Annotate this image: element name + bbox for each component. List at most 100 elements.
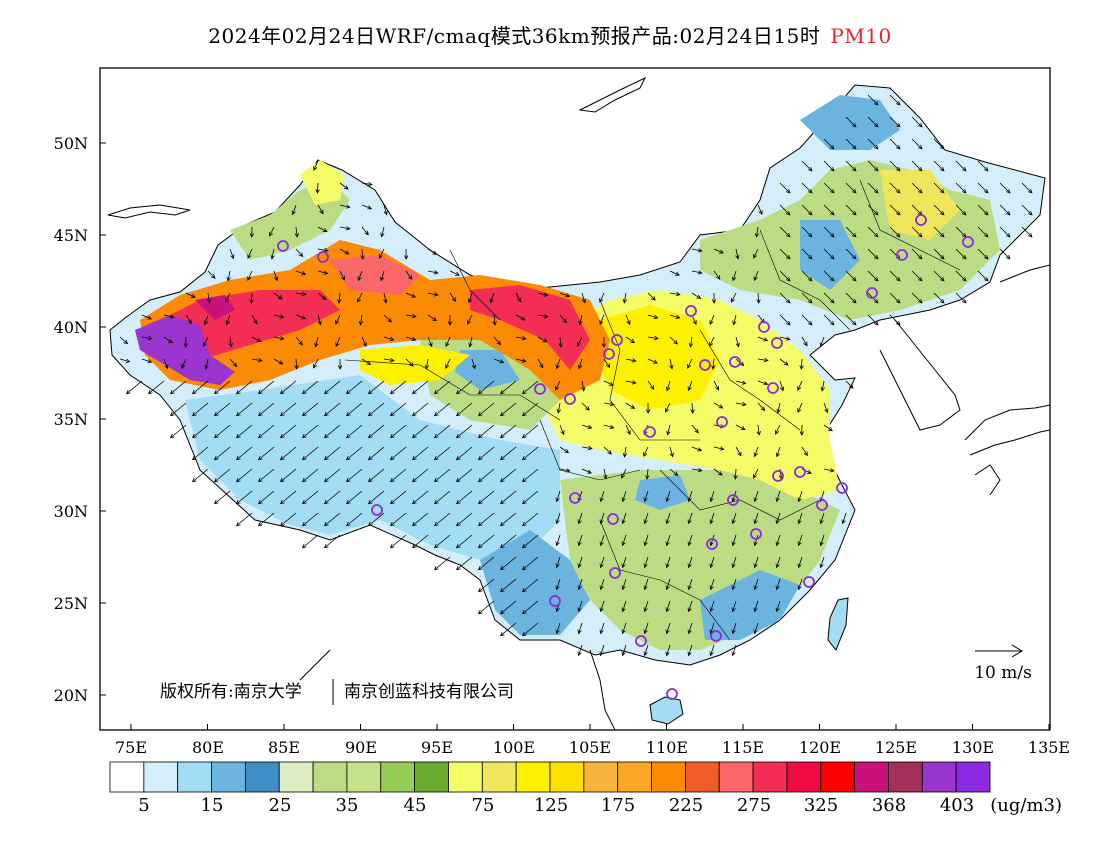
- colorbar-labels: 5 15 25 35 45 75 125 175 225 275 325 368…: [138, 795, 1062, 816]
- title-pollutant: PM10: [830, 24, 892, 48]
- wind-arrow: [228, 336, 233, 348]
- wind-arrow: [709, 644, 715, 657]
- korea-coast: [879, 319, 961, 431]
- wind-arrow: [279, 468, 297, 483]
- wind-arrow: [191, 468, 209, 483]
- wind-arrow: [257, 490, 275, 505]
- wind-arrow: [204, 358, 209, 370]
- lon-label-130E: 130E: [952, 738, 994, 757]
- lon-label-125E: 125E: [875, 738, 917, 757]
- wind-arrow: [753, 446, 759, 458]
- wind-arrow: [229, 358, 238, 368]
- wind-arrow: [797, 402, 803, 413]
- wind-arrow: [295, 270, 307, 276]
- wind-arrow: [361, 336, 367, 347]
- wind-arrow: [687, 534, 693, 547]
- wind-arrow: [601, 336, 607, 348]
- wind-arrow: [537, 314, 549, 319]
- wind-arrow: [775, 490, 781, 503]
- wind-arrow: [317, 292, 327, 300]
- wind-arrow: [345, 468, 363, 483]
- wind-arrow: [339, 204, 351, 209]
- wind-arrow: [389, 402, 407, 417]
- wind-arrow: [779, 270, 791, 282]
- wind-arrow: [249, 292, 254, 304]
- wind-arrow: [427, 314, 438, 322]
- station-marker: [758, 321, 770, 333]
- wind-arrow: [380, 270, 385, 282]
- wind-arrow: [279, 380, 297, 395]
- wind-arrow: [235, 424, 253, 439]
- wind-arrow: [669, 446, 674, 458]
- wind-arrow: [251, 336, 262, 343]
- wind-arrow: [294, 358, 299, 370]
- wind-vectors: [119, 94, 1033, 657]
- wind-arrow: [775, 424, 781, 435]
- wind-arrow: [273, 358, 284, 365]
- wind-arrow: [477, 512, 495, 527]
- wind-arrow: [367, 380, 385, 395]
- wind-arrow: [775, 556, 781, 569]
- wind-arrow: [229, 248, 235, 260]
- map-frame: [99, 67, 1051, 731]
- wind-arrow: [999, 204, 1011, 216]
- wind-arrow: [665, 490, 671, 503]
- wind-arrow: [445, 336, 451, 347]
- wind-arrow: [477, 380, 495, 395]
- wind-arrow: [301, 468, 319, 483]
- wind-arrow: [709, 314, 715, 326]
- wind-arrow: [779, 248, 791, 260]
- wind-arrow: [360, 248, 365, 260]
- field-yellow-taklimakan-edge: [360, 345, 470, 385]
- wind-arrow: [779, 336, 791, 341]
- wind-arrow: [756, 424, 761, 436]
- wind-arrow: [669, 336, 678, 345]
- wind-arrow: [335, 314, 341, 325]
- wind-arrow: [687, 490, 693, 503]
- wind-arrow: [687, 644, 693, 657]
- wind-arrow: [753, 468, 759, 479]
- wind-arrow: [801, 270, 813, 282]
- wind-arrow: [757, 204, 763, 215]
- field-blue-tibet: [185, 375, 560, 560]
- latitude-axis: 50N 45N 40N 35N 30N 25N 20N: [54, 134, 106, 705]
- wind-arrow: [713, 380, 719, 391]
- wind-arrow: [775, 578, 781, 591]
- wind-arrow: [521, 556, 539, 571]
- wind-arrow: [577, 358, 583, 370]
- wind-arrow: [455, 446, 473, 461]
- wind-arrow: [669, 270, 680, 276]
- station-marker: [685, 305, 697, 317]
- wind-arrow: [823, 204, 835, 216]
- wind-arrow: [665, 622, 671, 635]
- wind-arrow: [665, 600, 671, 613]
- wind-arrow: [279, 424, 297, 439]
- lon-label-135E: 135E: [1028, 738, 1070, 757]
- cb-label-25: 25: [269, 795, 292, 816]
- wind-arrow: [933, 270, 945, 282]
- wind-arrow: [753, 578, 759, 591]
- wind-arrow: [499, 446, 517, 461]
- wind-arrow: [823, 138, 835, 150]
- wind-arrow: [889, 116, 901, 128]
- wind-arrow: [555, 490, 561, 503]
- wind-arrow: [845, 380, 854, 389]
- wind-arrow: [577, 600, 583, 613]
- wind-arrow: [471, 358, 477, 370]
- wind-arrow: [556, 402, 562, 414]
- field-yellow-deep: [595, 305, 720, 410]
- wind-arrow: [823, 292, 835, 304]
- wind-arrow: [314, 336, 319, 348]
- wind-arrow: [411, 424, 429, 439]
- wind-arrow: [599, 622, 605, 635]
- wind-arrow: [301, 402, 319, 417]
- wind-arrow: [711, 358, 716, 370]
- wind-arrow: [323, 534, 341, 549]
- wind-arrow: [603, 380, 614, 386]
- wind-arrow: [383, 357, 395, 363]
- lat-label-35N: 35N: [54, 410, 88, 429]
- wind-scale-label: 10 m/s: [974, 663, 1032, 683]
- wind-arrow: [665, 402, 671, 413]
- wind-arrow: [709, 336, 715, 347]
- wind-arrow: [801, 248, 813, 260]
